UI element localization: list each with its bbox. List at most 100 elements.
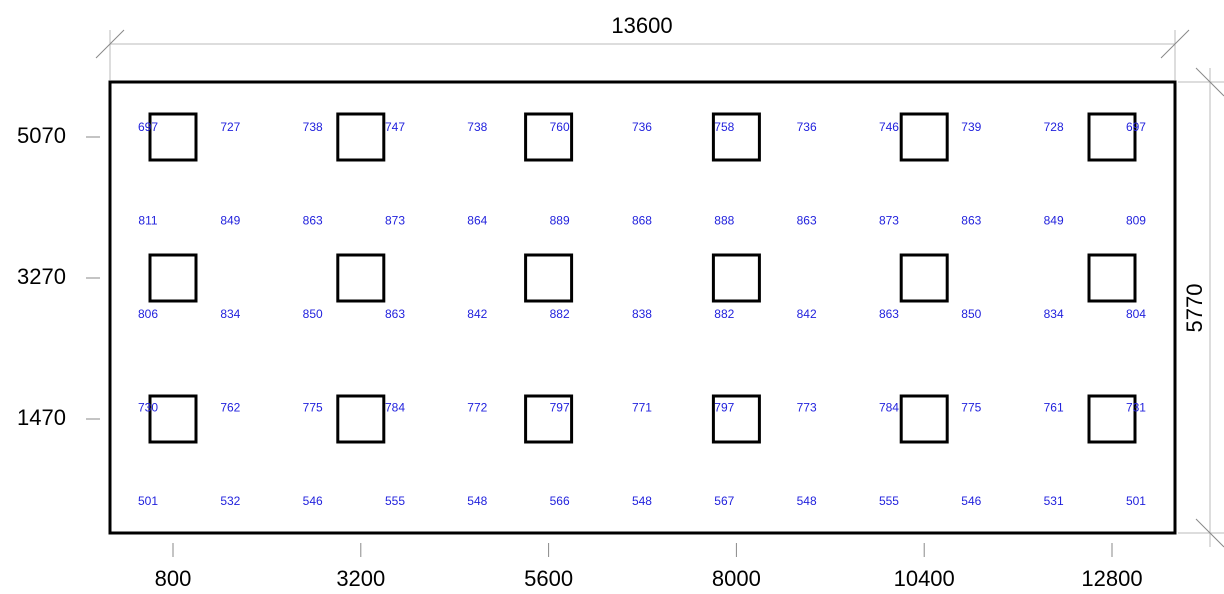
- y-label: 1470: [17, 405, 66, 430]
- illuminance-value: 739: [961, 120, 981, 134]
- illuminance-value: 531: [1044, 494, 1064, 508]
- illuminance-value: 738: [303, 120, 323, 134]
- illuminance-value: 797: [550, 401, 570, 415]
- illuminance-value: 882: [714, 307, 734, 321]
- width-label: 13600: [611, 13, 672, 38]
- illuminance-value: 775: [961, 401, 981, 415]
- y-label: 3270: [17, 264, 66, 289]
- x-label: 3200: [336, 566, 385, 591]
- dimension-tick: [1160, 29, 1190, 59]
- luminaire: [711, 394, 761, 444]
- illuminance-value: 738: [467, 120, 487, 134]
- illuminance-value: 863: [303, 214, 323, 228]
- illuminance-value: 762: [220, 401, 240, 415]
- illuminance-value: 868: [632, 214, 652, 228]
- illuminance-value: 863: [385, 307, 405, 321]
- room-outline: [108, 80, 1177, 535]
- illuminance-value: 760: [550, 120, 570, 134]
- illuminance-value: 728: [1044, 120, 1064, 134]
- illuminance-value: 882: [550, 307, 570, 321]
- illuminance-value: 697: [1126, 120, 1146, 134]
- illuminance-value: 772: [467, 401, 487, 415]
- illuminance-value: 546: [961, 494, 981, 508]
- x-label: 10400: [894, 566, 955, 591]
- luminaire: [899, 394, 949, 444]
- illuminance-value: 842: [797, 307, 817, 321]
- dimension-tick: [1195, 67, 1224, 97]
- y-label: 5070: [17, 123, 66, 148]
- illuminance-value: 731: [1126, 401, 1146, 415]
- illuminance-value: 873: [385, 214, 405, 228]
- illuminance-value: 889: [550, 214, 570, 228]
- luminaire: [1087, 112, 1137, 162]
- luminaire: [711, 253, 761, 303]
- illuminance-value: 809: [1126, 214, 1146, 228]
- illuminance-value: 834: [1044, 307, 1064, 321]
- illuminance-value: 811: [138, 214, 157, 228]
- illuminance-value: 849: [220, 214, 240, 228]
- illuminance-value: 566: [550, 494, 570, 508]
- illuminance-value: 834: [220, 307, 240, 321]
- illuminance-value: 863: [879, 307, 899, 321]
- illuminance-value: 548: [467, 494, 487, 508]
- luminaire: [524, 394, 574, 444]
- illuminance-value: 746: [879, 120, 899, 134]
- illuminance-value: 784: [385, 401, 405, 415]
- illuminance-value: 761: [1044, 401, 1064, 415]
- illuminance-value: 736: [632, 120, 652, 134]
- luminaire: [336, 112, 386, 162]
- illuminance-value: 849: [1044, 214, 1064, 228]
- illuminance-value: 747: [385, 120, 405, 134]
- illuminance-value: 864: [467, 214, 487, 228]
- illuminance-value: 758: [714, 120, 734, 134]
- dimension-tick: [95, 29, 125, 59]
- luminaire: [524, 253, 574, 303]
- illuminance-value: 555: [385, 494, 405, 508]
- illuminance-value: 727: [220, 120, 240, 134]
- illuminance-value: 548: [797, 494, 817, 508]
- illuminance-value: 773: [797, 401, 817, 415]
- x-label: 12800: [1081, 566, 1142, 591]
- x-label: 8000: [712, 566, 761, 591]
- illuminance-value: 850: [303, 307, 323, 321]
- illuminance-value: 501: [1126, 494, 1146, 508]
- illuminance-value: 697: [138, 120, 158, 134]
- illuminance-value: 548: [632, 494, 652, 508]
- illuminance-value: 873: [879, 214, 899, 228]
- height-label: 5770: [1182, 284, 1207, 333]
- illuminance-value: 838: [632, 307, 652, 321]
- luminaire: [148, 253, 198, 303]
- illuminance-value: 806: [138, 307, 158, 321]
- luminaire: [148, 394, 198, 444]
- luminaire: [336, 253, 386, 303]
- luminaire: [711, 112, 761, 162]
- illuminance-value: 842: [467, 307, 487, 321]
- illuminance-value: 532: [220, 494, 240, 508]
- luminaire: [1087, 394, 1137, 444]
- luminaire: [148, 112, 198, 162]
- dimension-tick: [1195, 518, 1224, 548]
- luminaire: [899, 253, 949, 303]
- illuminance-value: 775: [303, 401, 323, 415]
- illuminance-value: 863: [961, 214, 981, 228]
- luminaire: [524, 112, 574, 162]
- luminaire: [336, 394, 386, 444]
- illuminance-value: 863: [797, 214, 817, 228]
- illuminance-value: 888: [714, 214, 734, 228]
- illuminance-value: 501: [138, 494, 158, 508]
- illuminance-value: 546: [303, 494, 323, 508]
- illuminance-value: 736: [797, 120, 817, 134]
- illuminance-value: 850: [961, 307, 981, 321]
- luminaire: [899, 112, 949, 162]
- illuminance-value: 784: [879, 401, 899, 415]
- luminaire: [1087, 253, 1137, 303]
- illuminance-value: 567: [714, 494, 734, 508]
- illuminance-value: 555: [879, 494, 899, 508]
- illuminance-value: 804: [1126, 307, 1146, 321]
- x-label: 800: [155, 566, 192, 591]
- illuminance-value: 797: [714, 401, 734, 415]
- illuminance-value: 730: [138, 401, 158, 415]
- illuminance-value: 771: [632, 401, 652, 415]
- x-label: 5600: [524, 566, 573, 591]
